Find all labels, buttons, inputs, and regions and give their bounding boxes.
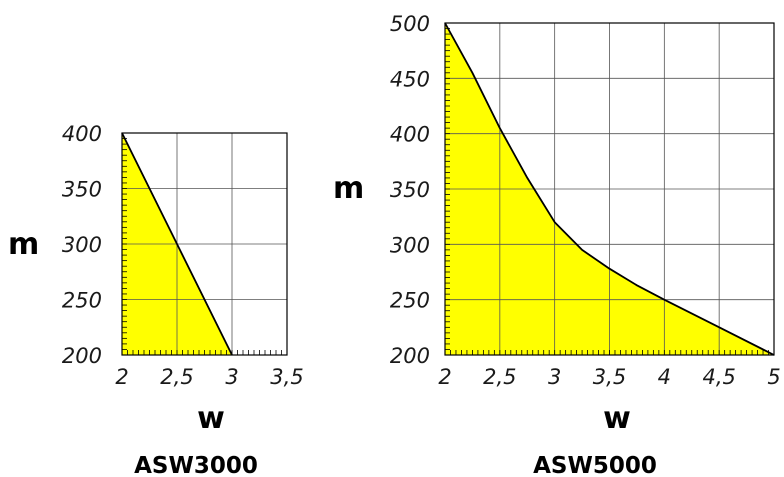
x-tick-label: 2,5 [483, 365, 516, 389]
x-tick-label: 4,5 [702, 365, 735, 389]
area-fill [445, 23, 774, 355]
chart-asw3000: 2 2,5 3 3,5 200 250 300 350 400 m w ASW3000 [8, 122, 304, 477]
plot-frame [121, 132, 288, 356]
x-tick-label: 3,5 [593, 365, 626, 389]
x-axis-label: w [197, 401, 225, 436]
y-tick-label: 300 [390, 233, 430, 257]
x-tick-label: 2,5 [160, 365, 193, 389]
chart-caption: ASW5000 [533, 453, 657, 477]
x-tick-label: 5 [767, 365, 780, 389]
y-tick-label: 350 [62, 178, 102, 202]
x-axis-label: w [603, 401, 631, 436]
x-tick-label: 3 [225, 365, 238, 389]
chart-caption: ASW3000 [134, 453, 258, 477]
y-tick-label: 450 [390, 67, 430, 91]
y-tick-label: 400 [390, 123, 430, 147]
boundary-line [444, 22, 775, 356]
y-tick-label: 400 [62, 122, 102, 146]
y-tick-label: 200 [390, 344, 430, 368]
y-tick-label: 200 [62, 344, 102, 368]
boundary-line [121, 132, 233, 356]
y-tick-label: 300 [62, 233, 102, 257]
x-tick-label: 2 [438, 365, 451, 389]
x-tick-label: 4 [658, 365, 671, 389]
x-tick-label: 2 [115, 365, 128, 389]
y-tick-label: 350 [390, 178, 430, 202]
y-tick-label: 250 [390, 289, 430, 313]
x-tick-label: 3 [548, 365, 561, 389]
x-tick-label: 3,5 [270, 365, 303, 389]
y-tick-label: 500 [390, 12, 430, 36]
y-axis-label: m [333, 171, 364, 206]
y-axis-label: m [8, 227, 39, 262]
plot-frame [444, 22, 775, 356]
y-tick-label: 250 [62, 289, 102, 313]
